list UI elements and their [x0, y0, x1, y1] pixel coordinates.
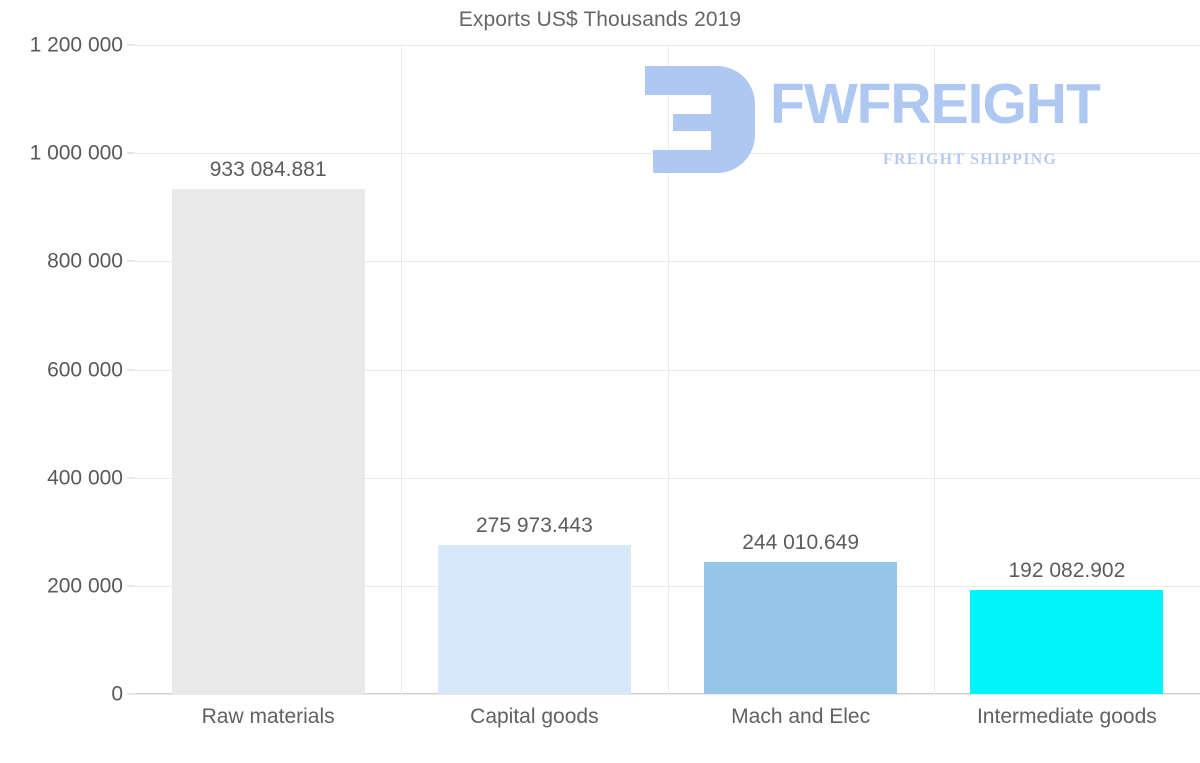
y-axis-tick-label: 400 000 — [47, 466, 123, 490]
y-axis-tick-mark — [127, 585, 135, 587]
y-axis-tick-label: 0 — [111, 682, 123, 706]
bar[interactable] — [970, 590, 1164, 694]
y-axis-tick-mark — [127, 693, 135, 695]
y-axis-tick-label: 200 000 — [47, 574, 123, 598]
chart-title: Exports US$ Thousands 2019 — [458, 8, 742, 31]
bar[interactable] — [437, 544, 631, 694]
plot-area: 933 084.881 275 973.443 244 010.649 192 082… — [135, 45, 1200, 695]
y-axis-tick-mark — [127, 477, 135, 479]
y-axis-tick-mark — [127, 152, 135, 154]
y-axis-tick-label: 1 200 000 — [29, 33, 123, 57]
y-axis-tick-label: 1 000 000 — [29, 141, 123, 165]
y-axis-tick-label: 800 000 — [47, 249, 123, 273]
x-axis-tick-label: Intermediate goods — [976, 705, 1157, 728]
x-axis-tick-label: Raw materials — [201, 705, 335, 728]
y-axis-tick-mark — [127, 260, 135, 262]
gridline-vertical — [933, 45, 935, 694]
x-axis-tick-label: Capital goods — [470, 705, 599, 728]
bar-value-label: 244 010.649 — [742, 531, 860, 555]
y-axis-tick-mark — [127, 44, 135, 46]
bar[interactable] — [704, 562, 898, 694]
y-axis-tick-label: 600 000 — [47, 358, 123, 381]
bar-value-label: 192 082.902 — [1008, 559, 1126, 583]
gridline-vertical — [401, 45, 403, 694]
gridline-vertical — [667, 45, 669, 694]
bar[interactable] — [171, 189, 365, 694]
gridline-horizontal — [135, 694, 1200, 695]
bar-value-label: 275 973.443 — [475, 513, 593, 537]
y-axis-tick-mark — [127, 369, 135, 370]
bar-value-label: 933 084.881 — [209, 158, 327, 182]
x-axis-tick-label: Mach and Elec — [731, 705, 871, 728]
